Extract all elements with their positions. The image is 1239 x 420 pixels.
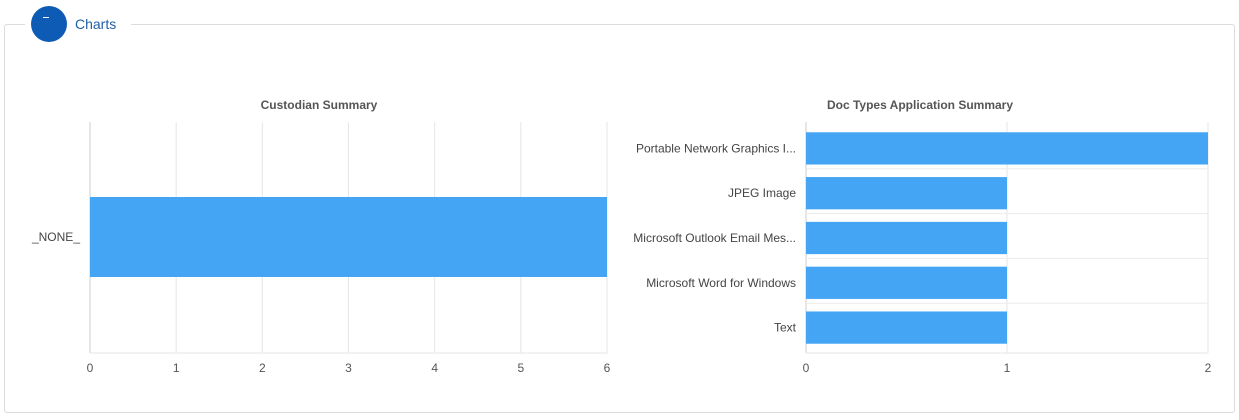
chart1-tick-label: 4 <box>431 361 438 375</box>
chart2-tick-label: 1 <box>1004 361 1011 375</box>
chart2-tick-label: 0 <box>803 361 810 375</box>
collapse-toggle-button[interactable] <box>31 6 67 42</box>
chart1-tick-label: 5 <box>517 361 524 375</box>
chart2-tick-label: 2 <box>1205 361 1212 375</box>
chart2-bar <box>806 266 1007 299</box>
chart2-category-label: Microsoft Word for Windows <box>646 276 796 290</box>
chart2-title: Doc Types Application Summary <box>827 98 1013 112</box>
chart2-bar <box>806 177 1007 210</box>
chart2-bar <box>806 132 1208 165</box>
chart2-bar <box>806 221 1007 255</box>
chart1-tick-label: 2 <box>259 361 266 375</box>
chart1-tick-label: 0 <box>87 361 94 375</box>
chart2-category-label: Portable Network Graphics I... <box>636 141 796 155</box>
chart1-tick-label: 3 <box>345 361 352 375</box>
section-title: Charts <box>75 16 117 32</box>
chart1-category-label: _NONE_ <box>31 230 80 244</box>
charts-section-header: Charts <box>25 2 132 46</box>
chart2-category-label: JPEG Image <box>728 186 796 200</box>
chart1-bar <box>90 197 607 277</box>
charts-panel <box>4 24 1235 413</box>
chart2-category-label: Microsoft Outlook Email Mes... <box>633 231 796 245</box>
chart1-title: Custodian Summary <box>261 98 378 112</box>
minus-icon <box>43 17 49 18</box>
chart2-bar <box>806 311 1007 344</box>
chart1-tick-label: 6 <box>604 361 611 375</box>
chart1-tick-label: 1 <box>173 361 180 375</box>
chart2-category-label: Text <box>774 321 797 335</box>
